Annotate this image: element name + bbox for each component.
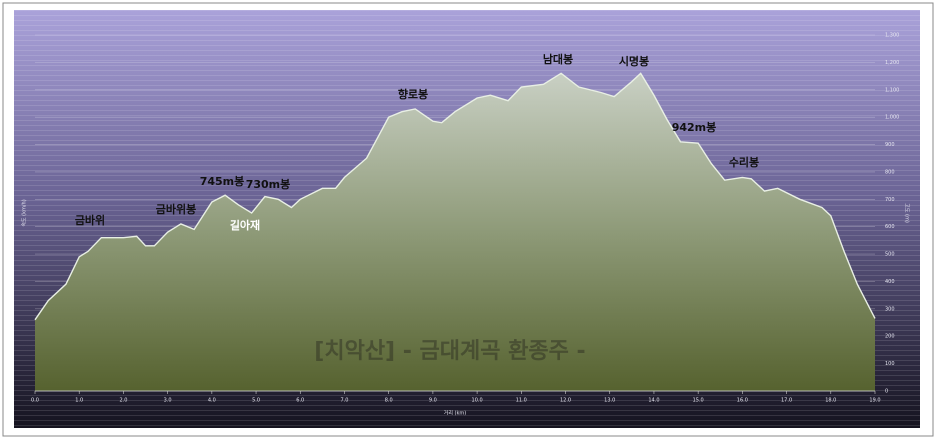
- y2-tick-label: 800: [885, 169, 895, 175]
- y2-tick-label: 1,200: [885, 60, 899, 66]
- chart-title: [치악산] - 금대계곡 환종주 -: [314, 339, 585, 364]
- area-fill: [35, 73, 875, 391]
- y2-tick-label: 1,300: [885, 33, 899, 39]
- peak-label: 시명봉: [619, 54, 649, 68]
- y2-tick-label: 1,100: [885, 87, 899, 93]
- peak-label: 수리봉: [729, 155, 759, 169]
- peak-label: 남대봉: [543, 52, 573, 66]
- x-tick-label: 10.0: [472, 398, 483, 404]
- peak-label: 금바위: [75, 213, 105, 227]
- y2-tick-label: 400: [885, 279, 895, 285]
- x-tick-label: 6.0: [296, 398, 304, 404]
- y2-tick-label: 500: [885, 252, 895, 258]
- x-tick-label: 14.0: [648, 398, 659, 404]
- peak-label: 745m봉: [200, 175, 245, 188]
- y2-axis-label: 고도 (m): [904, 203, 910, 223]
- x-tick-label: 13.0: [604, 398, 615, 404]
- x-tick-label: 5.0: [252, 398, 260, 404]
- peak-label: 향로봉: [398, 87, 428, 101]
- x-axis-label: 거리 (km): [444, 410, 467, 417]
- x-tick-label: 15.0: [693, 398, 704, 404]
- peak-label: 730m봉: [246, 178, 291, 191]
- y2-tick-label: 900: [885, 142, 895, 148]
- x-tick-label: 4.0: [208, 398, 216, 404]
- y2-tick-label: 100: [885, 361, 895, 367]
- y2-tick-label: 700: [885, 197, 895, 203]
- x-tick-label: 16.0: [737, 398, 748, 404]
- x-tick-label: 3.0: [164, 398, 172, 404]
- peak-label: 942m봉: [672, 121, 717, 134]
- x-tick-label: 9.0: [429, 398, 437, 404]
- y2-tick-label: 0: [885, 389, 888, 395]
- y2-tick-label: 200: [885, 334, 895, 340]
- x-tick-label: 11.0: [516, 398, 527, 404]
- x-tick-label: 7.0: [340, 398, 348, 404]
- x-tick-label: 1.0: [75, 398, 83, 404]
- area-line: [34, 72, 876, 321]
- peak-label: 금바위봉: [156, 202, 196, 216]
- x-tick-label: 0.0: [31, 398, 39, 404]
- y2-tick-label: 600: [885, 224, 895, 230]
- x-tick-label: 12.0: [560, 398, 571, 404]
- peak-label: 길아재: [230, 218, 260, 232]
- x-tick-label: 17.0: [781, 398, 792, 404]
- y-axis-label: 속도 (km/h): [21, 199, 28, 226]
- x-tick-label: 18.0: [825, 398, 836, 404]
- y2-tick-label: 1,000: [885, 115, 899, 121]
- x-tick-label: 8.0: [385, 398, 393, 404]
- x-tick-label: 19.0: [869, 398, 880, 404]
- y2-tick-label: 300: [885, 306, 895, 312]
- x-tick-label: 2.0: [119, 398, 127, 404]
